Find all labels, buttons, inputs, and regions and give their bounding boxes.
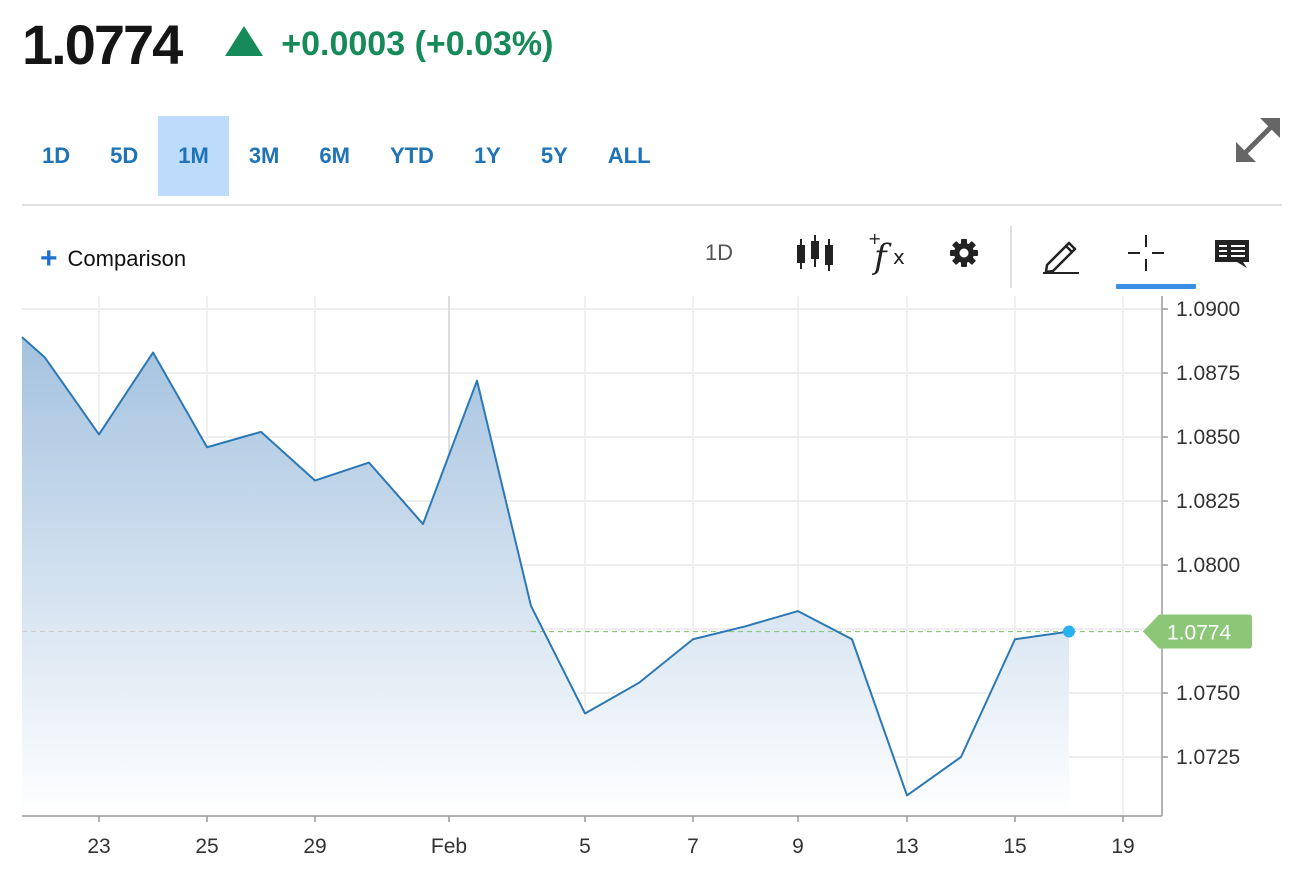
expand-icon[interactable] — [1232, 114, 1284, 166]
price-chart[interactable]: 1.0900 1.0875 1.0850 1.0825 1.0800 1.0750 1.07… — [0, 290, 1302, 880]
x-tick-label: 9 — [792, 835, 804, 858]
comparison-button[interactable]: + Comparison — [40, 244, 186, 274]
data-point[interactable] — [96, 431, 102, 437]
x-tick-label: 23 — [87, 835, 110, 858]
x-tick-label: 13 — [895, 835, 918, 858]
gear-icon[interactable] — [944, 228, 984, 278]
price-change: +0.0003 (+0.03%) — [225, 25, 553, 64]
data-point[interactable] — [204, 444, 210, 450]
comment-icon[interactable] — [1212, 228, 1252, 278]
tab-6m[interactable]: 6M — [319, 143, 350, 168]
header-divider — [22, 204, 1282, 206]
data-point[interactable] — [150, 350, 156, 356]
pencil-icon[interactable] — [1038, 228, 1084, 278]
svg-text:f: f — [871, 237, 892, 276]
data-point[interactable] — [795, 608, 801, 614]
y-tick-label: 1.0850 — [1176, 426, 1240, 449]
price-area — [22, 337, 1069, 816]
data-point[interactable] — [19, 334, 25, 340]
x-tick-label: 25 — [195, 835, 218, 858]
toolbar-separator — [1010, 226, 1012, 288]
x-tick-label: 29 — [303, 835, 326, 858]
price-change-text: +0.0003 (+0.03%) — [281, 24, 554, 63]
y-tick-label: 1.0825 — [1176, 490, 1240, 513]
svg-text:x: x — [893, 245, 905, 269]
tab-1y[interactable]: 1Y — [473, 143, 501, 168]
time-range-tabs: 1D 5D 1M 3M 6M YTD 1Y 5Y ALL — [22, 116, 671, 196]
data-point[interactable] — [742, 623, 748, 629]
tab-1d[interactable]: 1D — [42, 143, 71, 168]
comparison-label: Comparison — [67, 246, 187, 271]
data-point[interactable] — [528, 603, 534, 609]
tab-5d[interactable]: 5D — [110, 143, 139, 168]
data-point[interactable] — [1012, 636, 1018, 642]
data-point[interactable] — [958, 754, 964, 760]
y-tick-label: 1.0750 — [1176, 682, 1240, 705]
tab-ytd[interactable]: YTD — [389, 143, 434, 168]
data-point[interactable] — [904, 792, 910, 798]
y-tick-label: 1.0800 — [1176, 554, 1240, 577]
crosshair-icon[interactable] — [1126, 228, 1166, 278]
price-line — [21, 336, 1070, 797]
active-tool-underline — [1116, 284, 1196, 289]
plus-icon: + — [40, 242, 58, 275]
x-tick-label: 5 — [579, 835, 591, 858]
data-point[interactable] — [636, 680, 642, 686]
y-tick-label: 1.0900 — [1176, 298, 1240, 321]
data-point[interactable] — [366, 460, 372, 466]
data-point[interactable] — [582, 710, 588, 716]
interval-button[interactable]: 1D — [704, 240, 734, 265]
fx-icon[interactable]: + f x — [864, 228, 914, 278]
x-tick-label: Feb — [431, 835, 467, 858]
tab-5y[interactable]: 5Y — [540, 143, 568, 168]
x-tick-label: 19 — [1111, 835, 1134, 858]
tab-all[interactable]: ALL — [607, 143, 651, 168]
last-price: 1.0774 — [22, 12, 183, 76]
data-point[interactable] — [420, 521, 426, 527]
data-point[interactable] — [258, 429, 264, 435]
x-tick-label: 15 — [1003, 835, 1026, 858]
data-point[interactable] — [849, 636, 855, 642]
data-point[interactable] — [312, 478, 318, 484]
tab-1m[interactable]: 1M — [158, 116, 229, 196]
tab-3m[interactable]: 3M — [248, 143, 280, 168]
svg-text:+: + — [868, 230, 881, 248]
y-tick-label: 1.0875 — [1176, 362, 1240, 385]
last-price-badge-label: 1.0774 — [1167, 622, 1232, 645]
up-triangle-icon — [225, 26, 264, 56]
data-point[interactable] — [690, 636, 696, 642]
candlestick-icon[interactable] — [792, 228, 838, 278]
data-point[interactable] — [42, 355, 48, 361]
last-price-badge — [1143, 614, 1252, 649]
quote-header: 1.0774 +0.0003 (+0.03%) — [22, 8, 553, 80]
data-point[interactable] — [474, 378, 480, 384]
last-point-marker — [1063, 625, 1075, 638]
x-tick-label: 7 — [687, 835, 699, 858]
y-tick-label: 1.0725 — [1176, 746, 1240, 769]
